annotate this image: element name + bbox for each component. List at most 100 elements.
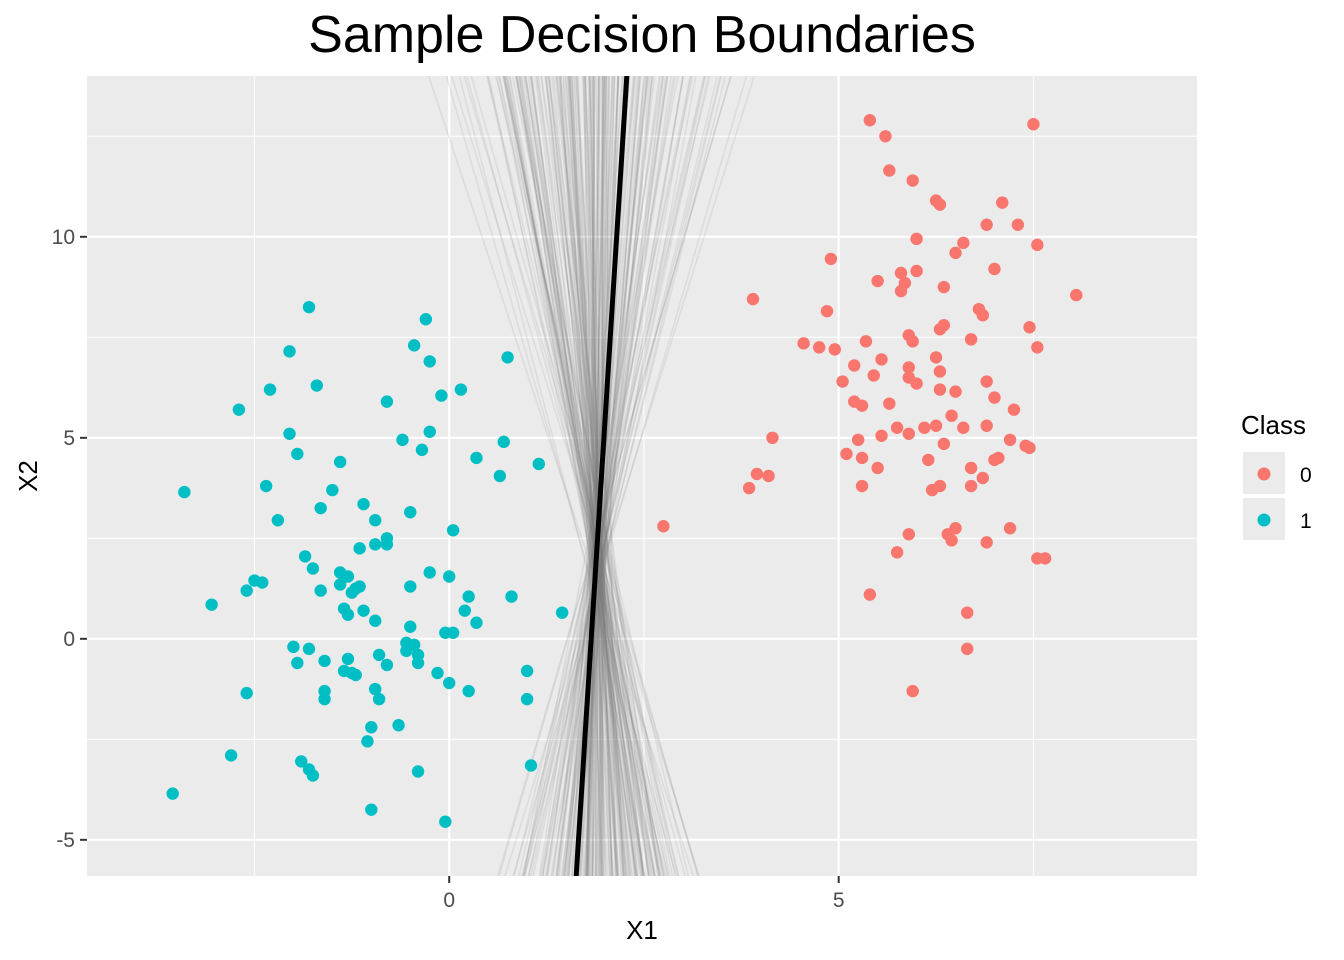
sample-boundary-line [555,76,673,876]
sample-boundary-line [529,76,644,876]
sample-boundary-line [568,76,625,876]
data-point-class-0 [855,451,869,465]
sample-boundary-line [517,76,643,876]
sample-boundary-line [428,76,695,876]
sample-boundary-line [527,76,723,876]
data-point-class-1 [240,686,253,700]
sample-boundary-line [552,76,629,876]
data-point-class-0 [961,642,974,656]
data-point-class-1 [178,485,191,499]
data-point-class-0 [890,546,904,559]
sample-boundary-line [598,76,616,876]
data-point-class-1 [411,765,425,778]
data-point-class-1 [372,692,386,706]
sample-boundary-line [463,76,700,876]
sample-boundary-line [539,76,685,876]
sample-boundary-line [589,76,604,876]
sample-boundary-line [562,76,667,876]
data-point-class-1 [295,755,308,768]
sample-boundary-line [591,76,597,876]
data-point-class-1 [505,590,518,603]
sample-boundary-line [518,76,638,876]
data-point-class-1 [493,469,507,483]
data-point-class-0 [980,536,993,549]
data-point-class-0 [961,606,974,619]
data-point-class-0 [980,419,993,432]
sample-boundary-line [589,76,600,876]
data-point-class-0 [762,469,775,483]
data-point-class-0 [1011,218,1025,231]
data-point-class-1 [407,339,421,352]
sample-boundary-line [524,76,661,876]
sample-boundary-line [525,76,645,876]
sample-boundary-line [568,76,648,876]
data-point-class-0 [906,335,919,348]
sample-boundary-line [571,76,609,876]
data-point-class-0 [813,341,826,354]
legend-label-class-1: 1 [1300,510,1312,533]
sample-boundary-line [495,76,666,876]
data-point-class-1 [369,514,382,527]
data-point-class-1 [283,345,296,358]
sample-boundary-line [530,76,643,876]
sample-boundary-line [502,76,670,876]
data-point-class-1 [415,443,429,457]
data-point-class-0 [855,399,869,412]
data-point-class-0 [820,304,834,318]
sample-boundary-line [588,76,606,876]
sample-boundary-line [551,76,669,876]
sample-boundary-line [584,76,625,876]
data-point-class-1 [318,692,331,706]
sample-boundary-line [529,76,634,876]
sample-boundary-line [540,76,645,876]
sample-boundary-line [588,76,598,876]
sample-boundary-line [504,76,657,876]
sample-boundary-line [587,76,595,876]
sample-boundary-line [582,76,613,876]
data-point-class-1 [411,656,425,670]
data-point-class-0 [933,323,947,336]
data-point-class-1 [380,658,394,672]
data-point-class-0 [976,471,989,485]
data-point-class-0 [875,429,888,442]
data-point-class-1 [369,682,382,696]
sample-boundary-line [587,76,610,876]
y-tick-label: 10 [52,226,75,249]
data-point-class-1 [298,550,312,563]
sample-boundary-line [560,76,650,876]
data-point-class-1 [205,598,218,611]
sample-boundary-line [522,76,694,876]
sample-boundary-line [559,76,620,876]
sample-boundary-line [569,76,608,876]
data-point-class-0 [937,280,951,294]
sample-boundary-line [585,76,596,876]
sample-boundary-line [589,76,605,876]
data-point-class-1 [314,501,327,515]
sample-boundary-line [570,76,623,876]
data-point-class-1 [318,654,331,668]
data-point-class-1 [423,355,436,368]
data-point-class-0 [929,419,943,432]
legend: Class 0 1 [1241,410,1312,540]
data-point-class-1 [404,505,417,519]
data-point-class-1 [404,620,417,633]
data-point-class-1 [365,721,378,734]
data-point-class-1 [446,626,460,639]
data-point-class-1 [470,451,483,465]
data-point-class-1 [302,300,316,314]
sample-boundary-line [567,76,625,876]
sample-boundary-line [497,76,732,876]
data-point-class-0 [828,343,841,356]
minor-gridlines [87,76,1197,876]
sample-boundary-line [568,76,618,876]
sample-boundary-line [470,76,699,876]
data-point-class-0 [933,479,947,493]
sample-boundary-line [567,76,623,876]
sample-boundary-line [579,76,640,876]
sample-boundary-line [592,76,603,876]
data-point-class-0 [945,534,958,547]
data-point-class-0 [902,528,915,541]
data-point-class-1 [333,578,347,591]
data-point-class-1 [462,590,475,603]
sample-boundary-line [514,76,661,876]
